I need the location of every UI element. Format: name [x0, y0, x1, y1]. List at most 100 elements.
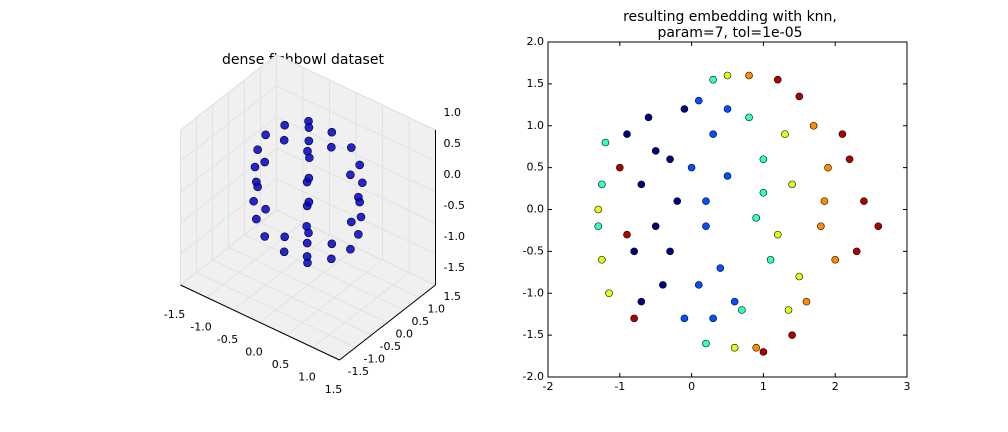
point — [598, 180, 606, 189]
point — [824, 163, 832, 172]
point — [817, 222, 825, 231]
point — [666, 155, 674, 164]
y-tick-label: -1.0 — [364, 353, 385, 366]
point — [709, 75, 717, 84]
point — [280, 120, 289, 130]
x-tick-label: -1.0 — [190, 321, 211, 334]
point — [709, 130, 717, 138]
z-tick-label: 0.5 — [444, 137, 462, 150]
point — [694, 281, 703, 289]
point — [637, 297, 646, 306]
point — [709, 314, 717, 323]
point — [781, 130, 789, 138]
z-tick-label: -0.5 — [444, 199, 465, 212]
point — [260, 157, 270, 167]
y-tick-label: 0.0 — [527, 203, 545, 216]
z-tick-label: 1.0 — [444, 106, 462, 119]
point — [346, 170, 355, 180]
point — [355, 197, 364, 207]
point — [673, 197, 682, 205]
point — [802, 297, 811, 306]
point — [303, 258, 312, 268]
grid-line — [276, 54, 436, 131]
point — [809, 121, 818, 130]
y-tick-label: -0.5 — [523, 244, 544, 257]
point — [759, 155, 768, 164]
chart-title: resulting embedding with knn, — [623, 9, 837, 25]
point — [680, 314, 689, 323]
point — [730, 343, 739, 352]
point — [745, 113, 753, 122]
point — [752, 343, 761, 352]
point — [623, 230, 631, 239]
y-tick-label: -1.5 — [523, 328, 544, 341]
z-tick-label: -1.0 — [444, 230, 465, 243]
grid-line — [276, 85, 436, 162]
point — [327, 127, 337, 137]
point — [615, 163, 624, 172]
point — [637, 180, 646, 189]
y-tick-label: 0.5 — [412, 315, 430, 328]
grid-line — [180, 54, 277, 131]
point — [702, 339, 710, 348]
point — [680, 105, 689, 113]
grid-line — [276, 178, 436, 255]
point — [630, 247, 638, 256]
grid-line — [212, 259, 372, 336]
y-tick-label: 1.5 — [444, 290, 462, 303]
y-tick-label: -1.5 — [348, 365, 369, 378]
x-tick-label: 3 — [904, 380, 911, 393]
point — [784, 306, 793, 314]
point — [279, 247, 289, 257]
point — [716, 264, 725, 272]
point — [327, 239, 337, 249]
x-tick-label: 1 — [760, 380, 767, 393]
point — [845, 155, 854, 164]
point — [304, 173, 314, 183]
point — [304, 228, 313, 238]
point — [788, 331, 796, 339]
point — [773, 75, 782, 84]
point — [253, 145, 262, 154]
grid-line — [196, 272, 356, 348]
point — [356, 212, 366, 222]
point — [304, 123, 314, 132]
point — [302, 238, 312, 248]
point — [723, 71, 732, 80]
point — [773, 230, 782, 239]
point — [738, 306, 746, 314]
point — [752, 214, 761, 222]
z-tick-label: 0.0 — [444, 168, 462, 181]
point — [594, 222, 603, 231]
point — [346, 217, 356, 227]
y-tick-label: 0.5 — [527, 161, 545, 174]
x-tick-label: -2 — [543, 380, 554, 393]
grid-line — [180, 178, 277, 255]
y-tick-label: 1.5 — [527, 77, 545, 90]
point — [659, 281, 667, 289]
point — [694, 96, 703, 105]
x-tick-label: -0.5 — [217, 333, 238, 346]
point — [253, 182, 262, 192]
point — [687, 163, 696, 172]
point — [644, 113, 653, 122]
point — [831, 255, 840, 264]
point — [795, 272, 804, 281]
y-tick-label: 0.0 — [396, 328, 414, 341]
grid-line — [180, 209, 277, 286]
x-axis-line — [180, 284, 340, 361]
point — [260, 232, 270, 241]
point — [759, 188, 768, 197]
point — [354, 230, 363, 239]
point — [279, 135, 289, 145]
grid-line — [244, 234, 404, 311]
point — [666, 247, 674, 256]
point — [852, 247, 861, 256]
point — [730, 297, 739, 306]
x-tick-label: 2 — [832, 380, 839, 393]
grid-line — [276, 209, 436, 286]
grid-line — [276, 147, 436, 224]
x-tick-label: 0.0 — [245, 346, 263, 359]
point — [304, 197, 314, 207]
